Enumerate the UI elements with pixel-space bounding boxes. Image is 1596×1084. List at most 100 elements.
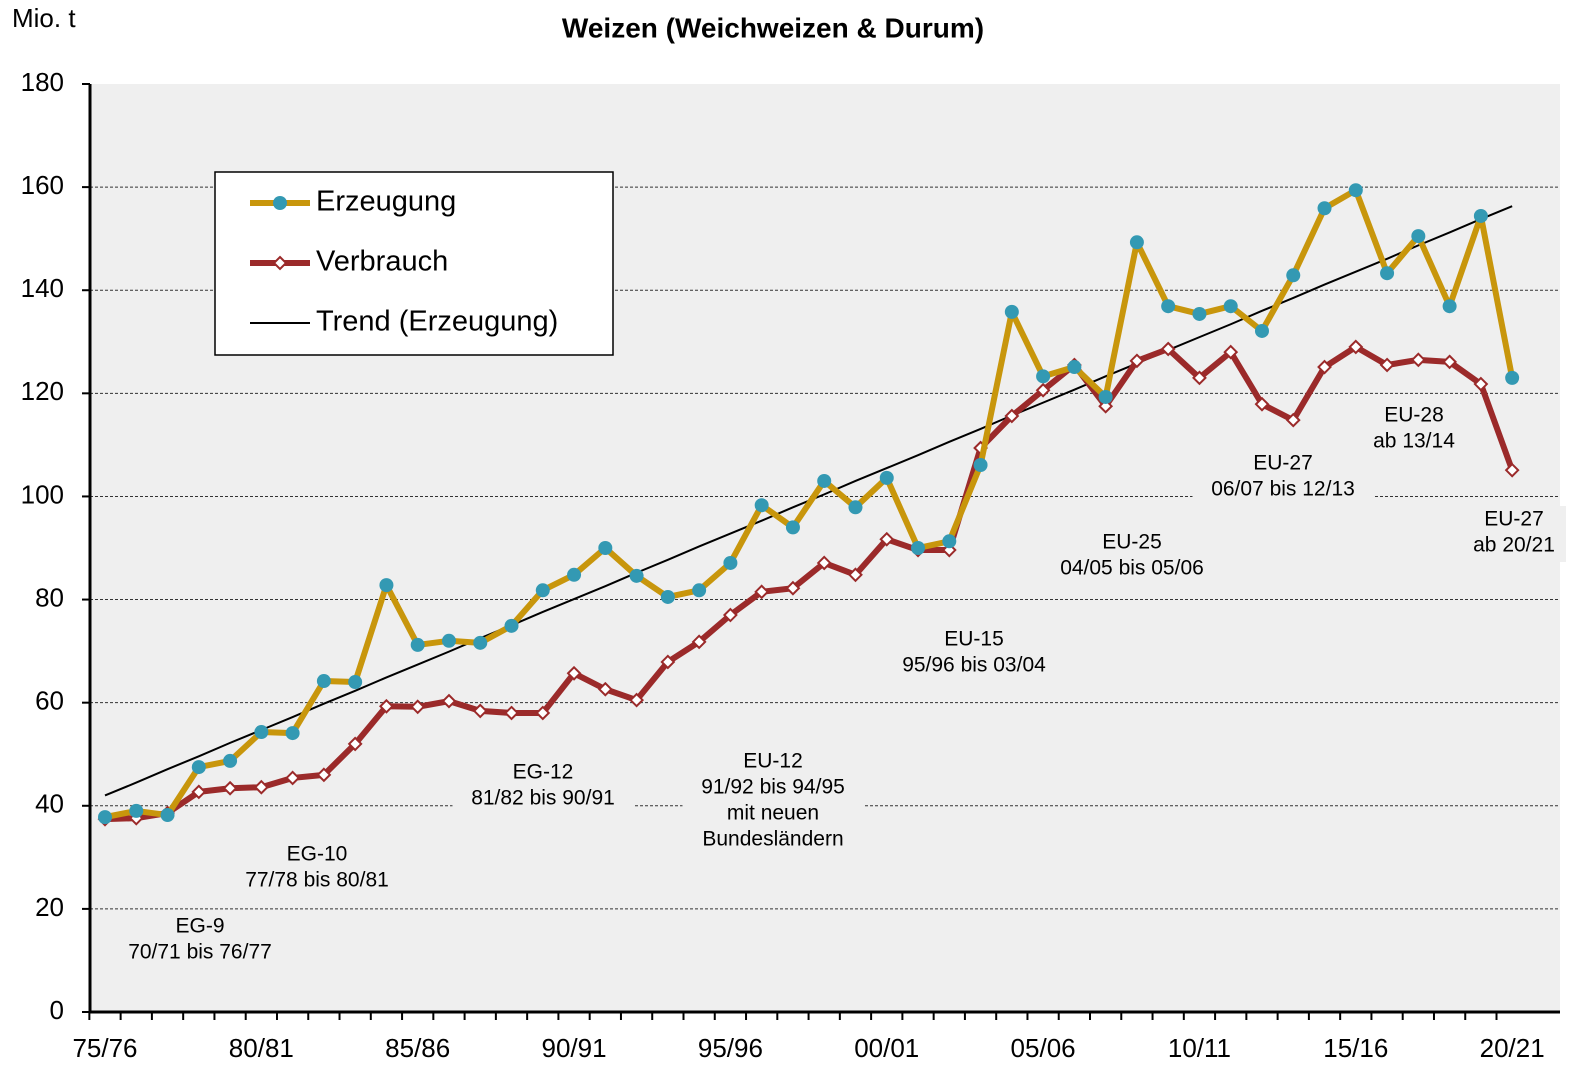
marker xyxy=(1129,235,1144,250)
marker xyxy=(285,770,301,786)
marker xyxy=(723,555,738,570)
marker xyxy=(1223,299,1238,314)
marker xyxy=(1380,266,1395,281)
y-tick-label: 180 xyxy=(21,67,64,97)
marker xyxy=(1285,412,1301,428)
annotation-text: Bundesländern xyxy=(702,828,843,851)
annotation: EU-28 ab 13/14 xyxy=(1362,402,1466,458)
annotation-background xyxy=(452,759,634,815)
marker xyxy=(597,681,613,697)
annotation: EG-10 77/78 bis 80/81 xyxy=(226,841,408,897)
marker xyxy=(1192,370,1207,386)
annotation-background xyxy=(109,913,291,969)
annotation: EU-15 95/96 bis 03/04 xyxy=(883,626,1065,682)
y-tick-label: 80 xyxy=(35,582,64,612)
marker xyxy=(660,589,675,604)
annotation: EU-27 06/07 bis 12/13 xyxy=(1192,450,1374,506)
annotation-background xyxy=(883,626,1065,682)
marker xyxy=(1098,389,1113,404)
marker xyxy=(347,736,363,752)
x-tick-label: 10/11 xyxy=(1168,1033,1231,1063)
marker xyxy=(879,470,894,485)
marker xyxy=(504,705,519,721)
marker xyxy=(1348,339,1364,355)
annotation: EU-25 04/05 bis 05/06 xyxy=(1041,529,1223,585)
marker xyxy=(816,555,832,571)
marker xyxy=(754,584,770,600)
annotation-text: EU-15 xyxy=(944,628,1004,651)
annotation: EU-27 ab 20/21 xyxy=(1462,506,1566,562)
marker xyxy=(567,567,582,582)
marker xyxy=(879,531,895,547)
annotation-text: EU-27 xyxy=(1484,508,1544,531)
marker xyxy=(848,500,863,515)
marker xyxy=(1035,382,1051,398)
marker xyxy=(629,692,645,708)
marker xyxy=(1442,354,1458,370)
y-tick-label: 100 xyxy=(21,479,64,509)
marker xyxy=(1348,183,1363,198)
marker xyxy=(785,520,800,535)
annotation-background xyxy=(1362,402,1466,458)
marker xyxy=(191,760,206,775)
marker xyxy=(911,541,926,555)
marker xyxy=(754,498,769,513)
y-tick-label: 40 xyxy=(35,789,64,819)
x-tick-label: 75/76 xyxy=(72,1033,137,1063)
annotation-text: EU-25 xyxy=(1102,531,1162,554)
marker xyxy=(441,693,457,709)
annotation-text: EU-28 xyxy=(1384,404,1444,427)
marker xyxy=(1379,357,1395,373)
marker xyxy=(254,725,269,740)
marker xyxy=(1317,359,1332,375)
y-tick-label: 120 xyxy=(21,376,64,406)
marker xyxy=(535,705,551,721)
marker xyxy=(1098,398,1114,414)
x-tick-label: 05/06 xyxy=(1011,1033,1076,1063)
marker xyxy=(473,635,488,650)
legend-label: Trend (Erzeugung) xyxy=(316,306,558,338)
annotation-background xyxy=(682,748,864,856)
annotation-text: mit neuen xyxy=(727,802,819,825)
series-line xyxy=(104,343,1515,823)
marker xyxy=(379,578,394,593)
marker xyxy=(410,637,425,652)
marker xyxy=(1129,353,1145,369)
marker xyxy=(942,534,957,549)
marker xyxy=(1504,462,1520,478)
marker xyxy=(1286,268,1301,283)
marker xyxy=(598,541,613,555)
marker xyxy=(817,473,832,488)
marker xyxy=(1036,369,1051,384)
x-tick-label: 85/86 xyxy=(385,1033,450,1063)
marker xyxy=(1254,396,1270,412)
annotation-background xyxy=(1041,529,1223,585)
annotation-text: 81/82 bis 90/91 xyxy=(471,787,615,810)
marker xyxy=(660,654,676,670)
marker xyxy=(1505,370,1520,385)
annotation-text: EG-10 xyxy=(287,843,348,866)
marker xyxy=(848,567,863,583)
annotation: EG-12 81/82 bis 90/91 xyxy=(452,759,634,815)
marker xyxy=(348,675,363,690)
y-tick-label: 160 xyxy=(21,170,64,200)
chart-title: Weizen (Weichweizen & Durum) xyxy=(562,12,984,43)
marker xyxy=(441,633,456,648)
annotation-text: 06/07 bis 12/13 xyxy=(1211,478,1355,501)
marker xyxy=(692,583,707,598)
marker xyxy=(316,767,332,783)
x-tick-label: 00/01 xyxy=(854,1033,919,1063)
marker xyxy=(379,698,394,714)
marker xyxy=(223,753,238,768)
annotation-background xyxy=(1192,450,1374,506)
marker xyxy=(973,457,988,472)
marker xyxy=(1317,201,1332,216)
annotation: EU-12 91/92 bis 94/95 mit neuen Bundeslände… xyxy=(682,748,864,856)
annotation-background xyxy=(1462,506,1566,562)
annotation: EG-9 70/71 bis 76/77 xyxy=(109,913,291,969)
marker xyxy=(1004,304,1019,319)
marker xyxy=(629,568,644,583)
annotation-text: 77/78 bis 80/81 xyxy=(245,869,389,892)
marker xyxy=(691,634,707,650)
